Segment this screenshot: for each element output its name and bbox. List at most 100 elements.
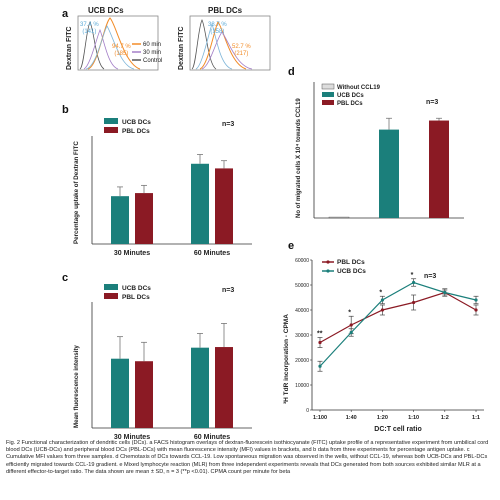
panel-e-xtick-label: 1:2: [441, 415, 449, 421]
panel-e-point: [412, 300, 416, 305]
panel-b-legend-label: PBL DCs: [122, 128, 150, 135]
panel-e-point: [474, 298, 478, 302]
histogram-60min-left: [87, 17, 141, 70]
panel-d-legend-label: Without CCL19: [337, 85, 381, 91]
panel-d-bar: [379, 129, 399, 218]
left-60-pct-value: 94.7 %: [112, 44, 131, 50]
panel-e-point: [318, 364, 322, 368]
left-60-mfi-value: (185): [114, 51, 129, 57]
panel-e-letter: e: [288, 240, 295, 252]
panel-e-legend-label: PBL DCs: [337, 259, 365, 266]
panel-c-letter: c: [62, 272, 69, 284]
panel-e-chart: 0 10000 20000 30000 40000 50000 60000 1:100 1:40…: [283, 258, 484, 433]
panel-e-ytick-label: 50000: [295, 283, 309, 289]
panel-c-n-label: n=3: [222, 287, 234, 294]
panel-b-letter: b: [62, 104, 69, 116]
legend-60min-label: 60 min: [143, 42, 161, 48]
panel-e-point: [349, 330, 353, 335]
right-control-pct-value: 38.7 %: [208, 22, 227, 28]
legend-control-label: Control: [143, 58, 162, 64]
panel-b-bar: [135, 193, 153, 244]
panel-e-n-label: n=3: [424, 273, 436, 280]
panel-d-ylabel: No of migrated cells X 10⁴ towards CCL19: [296, 98, 302, 218]
panel-a-right-frame: [189, 15, 271, 71]
panel-e-legend-marker: [326, 260, 330, 264]
panel-d-legend-label: PBL DCs: [337, 101, 363, 107]
panel-b-category-label: 60 Minutes: [194, 250, 230, 257]
panel-a-left-ylabel: Dextran FITC: [66, 26, 73, 70]
panel-e-ytick-label: 0: [306, 408, 309, 414]
panel-d-bar: [429, 120, 449, 218]
right-60-pct-value: 52.7 %: [232, 44, 251, 50]
panel-b-bar: [215, 168, 233, 244]
panel-e-xlabel: DC:T cell ratio: [374, 426, 421, 433]
panel-e-point: [412, 280, 416, 285]
panel-c-legend-label: UCB DCs: [122, 285, 151, 292]
panel-a-right-60-pct: 52.7 % (217): [232, 44, 251, 58]
panel-e-xtick-label: 1:10: [408, 415, 419, 421]
panel-e-point: [443, 290, 447, 295]
panel-b-legend-label: UCB DCs: [122, 119, 151, 126]
panel-e-ytick-label: 30000: [295, 333, 309, 339]
panel-e-legend-marker: [326, 269, 330, 273]
histogram-60min-right: [199, 21, 247, 70]
panel-c-legend-swatch: [104, 284, 118, 290]
panel-e-ytick-label: 40000: [295, 308, 309, 314]
panel-a-right-title: PBL DCs: [208, 6, 243, 15]
left-control-pct-value: 37.4 %: [80, 22, 99, 28]
panel-e-xtick-label: 1:40: [346, 415, 357, 421]
panel-e-point: [349, 323, 353, 327]
panel-c-bar: [135, 361, 153, 428]
panel-c-legend-swatch: [104, 293, 118, 299]
panel-a-right-control-pct: 38.7 % (158): [208, 22, 227, 36]
panel-a-right-ylabel: Dextran FITC: [178, 26, 185, 70]
histogram-30min-left: [83, 28, 119, 70]
panel-e-ytick-label: 60000: [295, 258, 309, 264]
control-histogram-left: [79, 21, 105, 70]
panel-e-ylabel: ³H TdR incorporation - CPMA: [283, 314, 290, 404]
panel-e-significance-mark: *: [348, 309, 351, 316]
panel-e-xtick-label: 1:100: [313, 415, 327, 421]
panel-d-chart: No of migrated cells X 10⁴ towards CCL19…: [296, 82, 464, 219]
panel-a-left-frame: [77, 15, 159, 71]
legend-30min-label: 30 min: [143, 50, 161, 56]
panel-c-ylabel: Mean fluorescence intensity: [73, 345, 80, 428]
panel-c-bar: [111, 358, 129, 428]
panel-b-legend-swatch: [104, 118, 118, 124]
panel-d-bar: [328, 216, 350, 219]
panel-e-significance-mark: **: [317, 331, 323, 338]
figure-caption: Fig. 2 Functional characterization of de…: [6, 440, 489, 475]
panel-d-legend-swatch: [321, 83, 335, 90]
panel-b-n-label: n=3: [222, 121, 234, 128]
panel-b-bar: [191, 163, 209, 244]
panel-a-left-60-pct: 94.7 % (185): [112, 44, 131, 58]
histogram-30min-right: [195, 22, 233, 70]
panel-a-left-title: UCB DCs: [88, 6, 124, 15]
panel-b-ylabel: Percentage uptake of Dextran FITC: [73, 141, 80, 244]
panel-b-category-label: 30 Minutes: [114, 250, 150, 257]
panel-a-letter: a: [62, 8, 69, 20]
panel-e-point: [318, 340, 322, 345]
panel-d-n-label: n=3: [426, 99, 438, 106]
panel-e-series-line: [319, 281, 477, 367]
panel-e-point: [380, 308, 384, 312]
histogram-extra-right: [201, 31, 253, 70]
panel-b-bar: [111, 196, 129, 244]
panel-d-legend-label: UCB DCs: [337, 93, 364, 99]
panel-c-category-label: 30 Minutes: [114, 434, 150, 441]
panel-e-xtick-label: 1:20: [377, 415, 388, 421]
panel-b-legend-swatch: [104, 127, 118, 133]
panel-d-letter: d: [288, 66, 295, 78]
panel-e-xtick-label: 1:1: [472, 415, 480, 421]
right-60-mfi-value: (217): [234, 51, 249, 57]
panel-c-legend-label: PBL DCs: [122, 294, 150, 301]
panel-b-chart: Percentage uptake of Dextran FITC 30 Minu…: [73, 118, 252, 257]
panel-a-histograms: Dextran FITC Dextran FITC 60 min 30 min …: [66, 15, 271, 71]
left-control-mfi-value: (141): [82, 29, 97, 35]
histogram-60min-left-2: [85, 25, 135, 70]
panel-e-point: [474, 308, 478, 312]
panel-e-point: [380, 298, 384, 302]
panel-e-significance-mark: *: [411, 272, 414, 279]
panel-c-chart: Mean fluorescence intensity 30 Minutes 60 …: [73, 284, 252, 441]
panel-e-significance-mark: *: [379, 289, 382, 296]
